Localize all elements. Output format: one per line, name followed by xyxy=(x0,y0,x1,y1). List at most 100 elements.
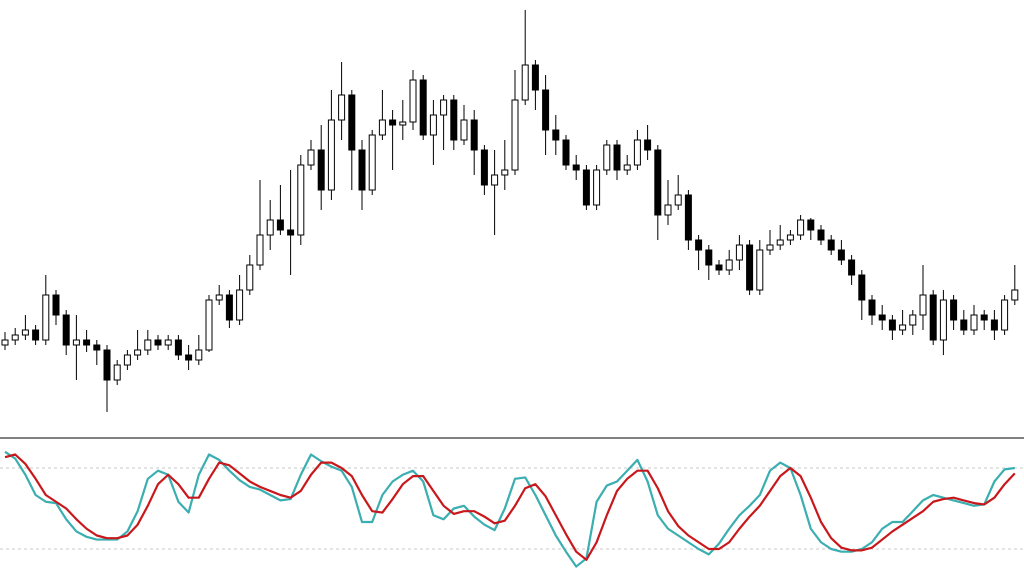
candle-body xyxy=(582,169,590,206)
candle-body xyxy=(154,339,162,346)
candle-body xyxy=(450,99,458,141)
candle-body xyxy=(42,294,50,341)
candle-body xyxy=(429,114,437,136)
candle-body xyxy=(307,149,315,166)
candle-body xyxy=(827,239,835,251)
candle-body xyxy=(440,99,448,116)
candle-body xyxy=(695,239,703,251)
candle-body xyxy=(858,274,866,301)
candle-body xyxy=(1011,289,1019,301)
candle-body xyxy=(776,239,784,246)
candle-body xyxy=(786,234,794,241)
candle-body xyxy=(93,344,101,351)
candle-body xyxy=(705,249,713,266)
candle-body xyxy=(929,294,937,341)
candle-body xyxy=(185,354,193,361)
candle-body xyxy=(960,319,968,331)
candle-body xyxy=(11,334,19,341)
candle-body xyxy=(123,354,131,366)
candle-body xyxy=(654,149,662,216)
candle-body xyxy=(521,64,529,101)
candle-body xyxy=(848,259,856,276)
candle-body xyxy=(266,219,274,236)
candle-body xyxy=(542,89,550,131)
candle-body xyxy=(460,119,468,141)
candle-body xyxy=(552,129,560,141)
candle-body xyxy=(52,294,60,316)
candle-body xyxy=(236,289,244,321)
candle-body xyxy=(593,169,601,206)
candle-body xyxy=(603,144,611,171)
candle-body xyxy=(83,339,91,346)
candle-body xyxy=(623,164,631,171)
candle-body xyxy=(990,319,998,331)
candle-body xyxy=(939,299,947,341)
candle-body xyxy=(797,219,805,236)
candle-body xyxy=(389,119,397,126)
candle-body xyxy=(144,339,152,351)
candle-body xyxy=(205,299,213,351)
candle-body xyxy=(950,299,958,321)
candle-body xyxy=(470,119,478,151)
candle-body xyxy=(756,249,764,291)
candle-body xyxy=(501,169,509,176)
candle-body xyxy=(766,244,774,251)
candle-body xyxy=(358,149,366,191)
candle-body xyxy=(409,79,417,123)
candle-body xyxy=(888,319,896,331)
candle-body xyxy=(664,204,672,216)
candle-body xyxy=(32,329,40,341)
candle-body xyxy=(715,264,723,271)
candle-body xyxy=(909,314,917,326)
candle-body xyxy=(491,174,499,186)
candle-body xyxy=(215,294,223,301)
candle-body xyxy=(735,244,743,261)
candle-body xyxy=(317,149,325,191)
oscillator-line xyxy=(4,453,1016,561)
candle-body xyxy=(21,329,29,336)
candle-body xyxy=(378,119,386,136)
candle-body xyxy=(725,259,733,271)
candle-body xyxy=(1,339,9,346)
candle-body xyxy=(919,294,927,316)
candle-body xyxy=(256,234,264,266)
candle-body xyxy=(868,299,876,316)
candle-body xyxy=(62,314,70,346)
candle-body xyxy=(297,164,305,236)
candle-body xyxy=(674,194,682,206)
candle-body xyxy=(164,339,172,346)
candle-body xyxy=(480,149,488,186)
candle-body xyxy=(1001,299,1009,331)
candle-body xyxy=(633,139,641,166)
candle-body xyxy=(899,324,907,331)
candle-body xyxy=(572,164,580,171)
candle-body xyxy=(195,349,203,361)
candle-body xyxy=(113,364,121,381)
candle-body xyxy=(684,194,692,241)
candle-body xyxy=(807,219,815,231)
candle-body xyxy=(613,144,621,171)
candle-body xyxy=(327,119,335,191)
candle-body xyxy=(419,79,427,136)
candle-body xyxy=(72,339,80,346)
candle-body xyxy=(531,64,539,91)
oscillator-line xyxy=(4,450,1015,568)
candle-body xyxy=(980,314,988,321)
candle-body xyxy=(338,94,346,121)
candle-body xyxy=(103,349,111,381)
candle-body xyxy=(511,99,519,171)
candle-body xyxy=(134,349,142,356)
candle-body xyxy=(246,264,254,291)
candle-body xyxy=(562,139,570,166)
candle-body xyxy=(399,121,407,126)
candle-body xyxy=(970,314,978,331)
candle-body xyxy=(174,339,182,356)
candle-body xyxy=(276,219,284,231)
candle-body xyxy=(287,229,295,236)
candle-body xyxy=(746,244,754,291)
candle-body xyxy=(817,229,825,241)
candle-body xyxy=(644,139,652,151)
candle-body xyxy=(878,314,886,321)
